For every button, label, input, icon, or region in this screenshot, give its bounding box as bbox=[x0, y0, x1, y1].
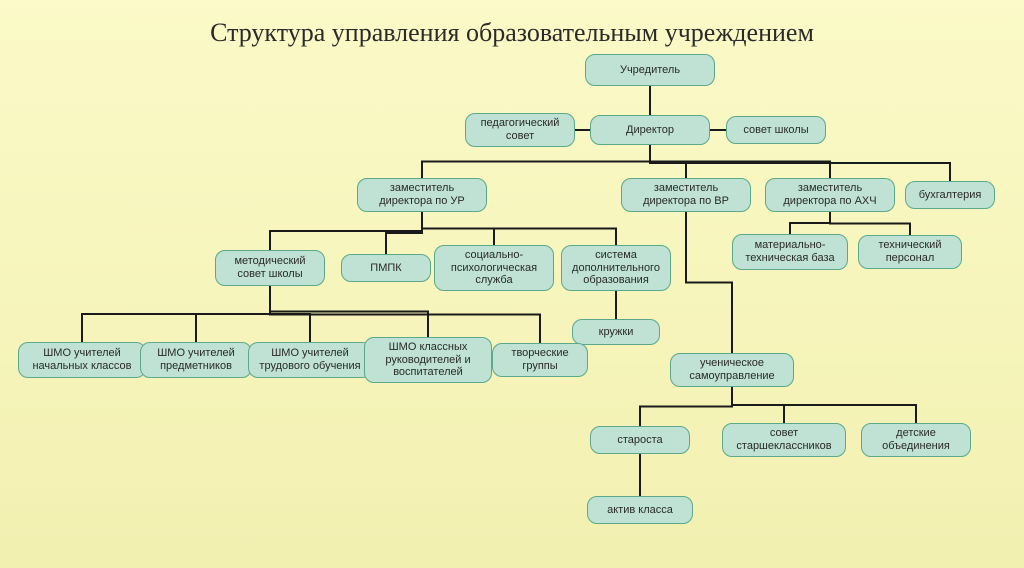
node-zam_vr: заместитель директора по ВР bbox=[621, 178, 751, 212]
node-kruzhki: кружки bbox=[572, 319, 660, 345]
node-shmo_trud: ШМО учителей трудового обучения bbox=[248, 342, 372, 378]
edge bbox=[732, 387, 916, 423]
edge bbox=[270, 286, 428, 337]
edge bbox=[422, 145, 650, 178]
node-pmpk: ПМПК bbox=[341, 254, 431, 282]
node-shmo_klass: ШМО классных руководителей и воспитателе… bbox=[364, 337, 492, 383]
node-det_obj: детские объединения bbox=[861, 423, 971, 457]
node-school_council: совет школы bbox=[726, 116, 826, 144]
node-buh: бухгалтерия bbox=[905, 181, 995, 209]
node-soc_psy: социально-психологическая служба bbox=[434, 245, 554, 291]
edge bbox=[640, 387, 732, 426]
node-ped_council: педагогический совет bbox=[465, 113, 575, 147]
edge bbox=[196, 286, 270, 342]
node-shmo_pred: ШМО учителей предметников bbox=[140, 342, 252, 378]
node-zam_ur: заместитель директора по УР bbox=[357, 178, 487, 212]
node-starosta: староста bbox=[590, 426, 690, 454]
diagram-title: Структура управления образовательным учр… bbox=[0, 18, 1024, 48]
edge bbox=[650, 145, 950, 181]
edge bbox=[270, 212, 422, 250]
node-tv_grp: творческие группы bbox=[492, 343, 588, 377]
node-zam_ahc: заместитель директора по АХЧ bbox=[765, 178, 895, 212]
edge bbox=[830, 212, 910, 235]
edge bbox=[790, 212, 830, 234]
node-director: Директор bbox=[590, 115, 710, 145]
node-sovet_st: совет старшеклассников bbox=[722, 423, 846, 457]
node-met_council: методический совет школы bbox=[215, 250, 325, 286]
node-dop_obr: система дополнительного образования bbox=[561, 245, 671, 291]
node-stud_gov: ученическое самоуправление bbox=[670, 353, 794, 387]
edge bbox=[386, 212, 422, 254]
edge bbox=[686, 212, 732, 353]
node-mat_base: материально-техническая база bbox=[732, 234, 848, 270]
node-tech_pers: технический персонал bbox=[858, 235, 962, 269]
node-aktiv: актив класса bbox=[587, 496, 693, 524]
edge bbox=[422, 212, 616, 245]
edge bbox=[650, 145, 830, 178]
node-founder: Учредитель bbox=[585, 54, 715, 86]
node-shmo_nach: ШМО учителей начальных классов bbox=[18, 342, 146, 378]
